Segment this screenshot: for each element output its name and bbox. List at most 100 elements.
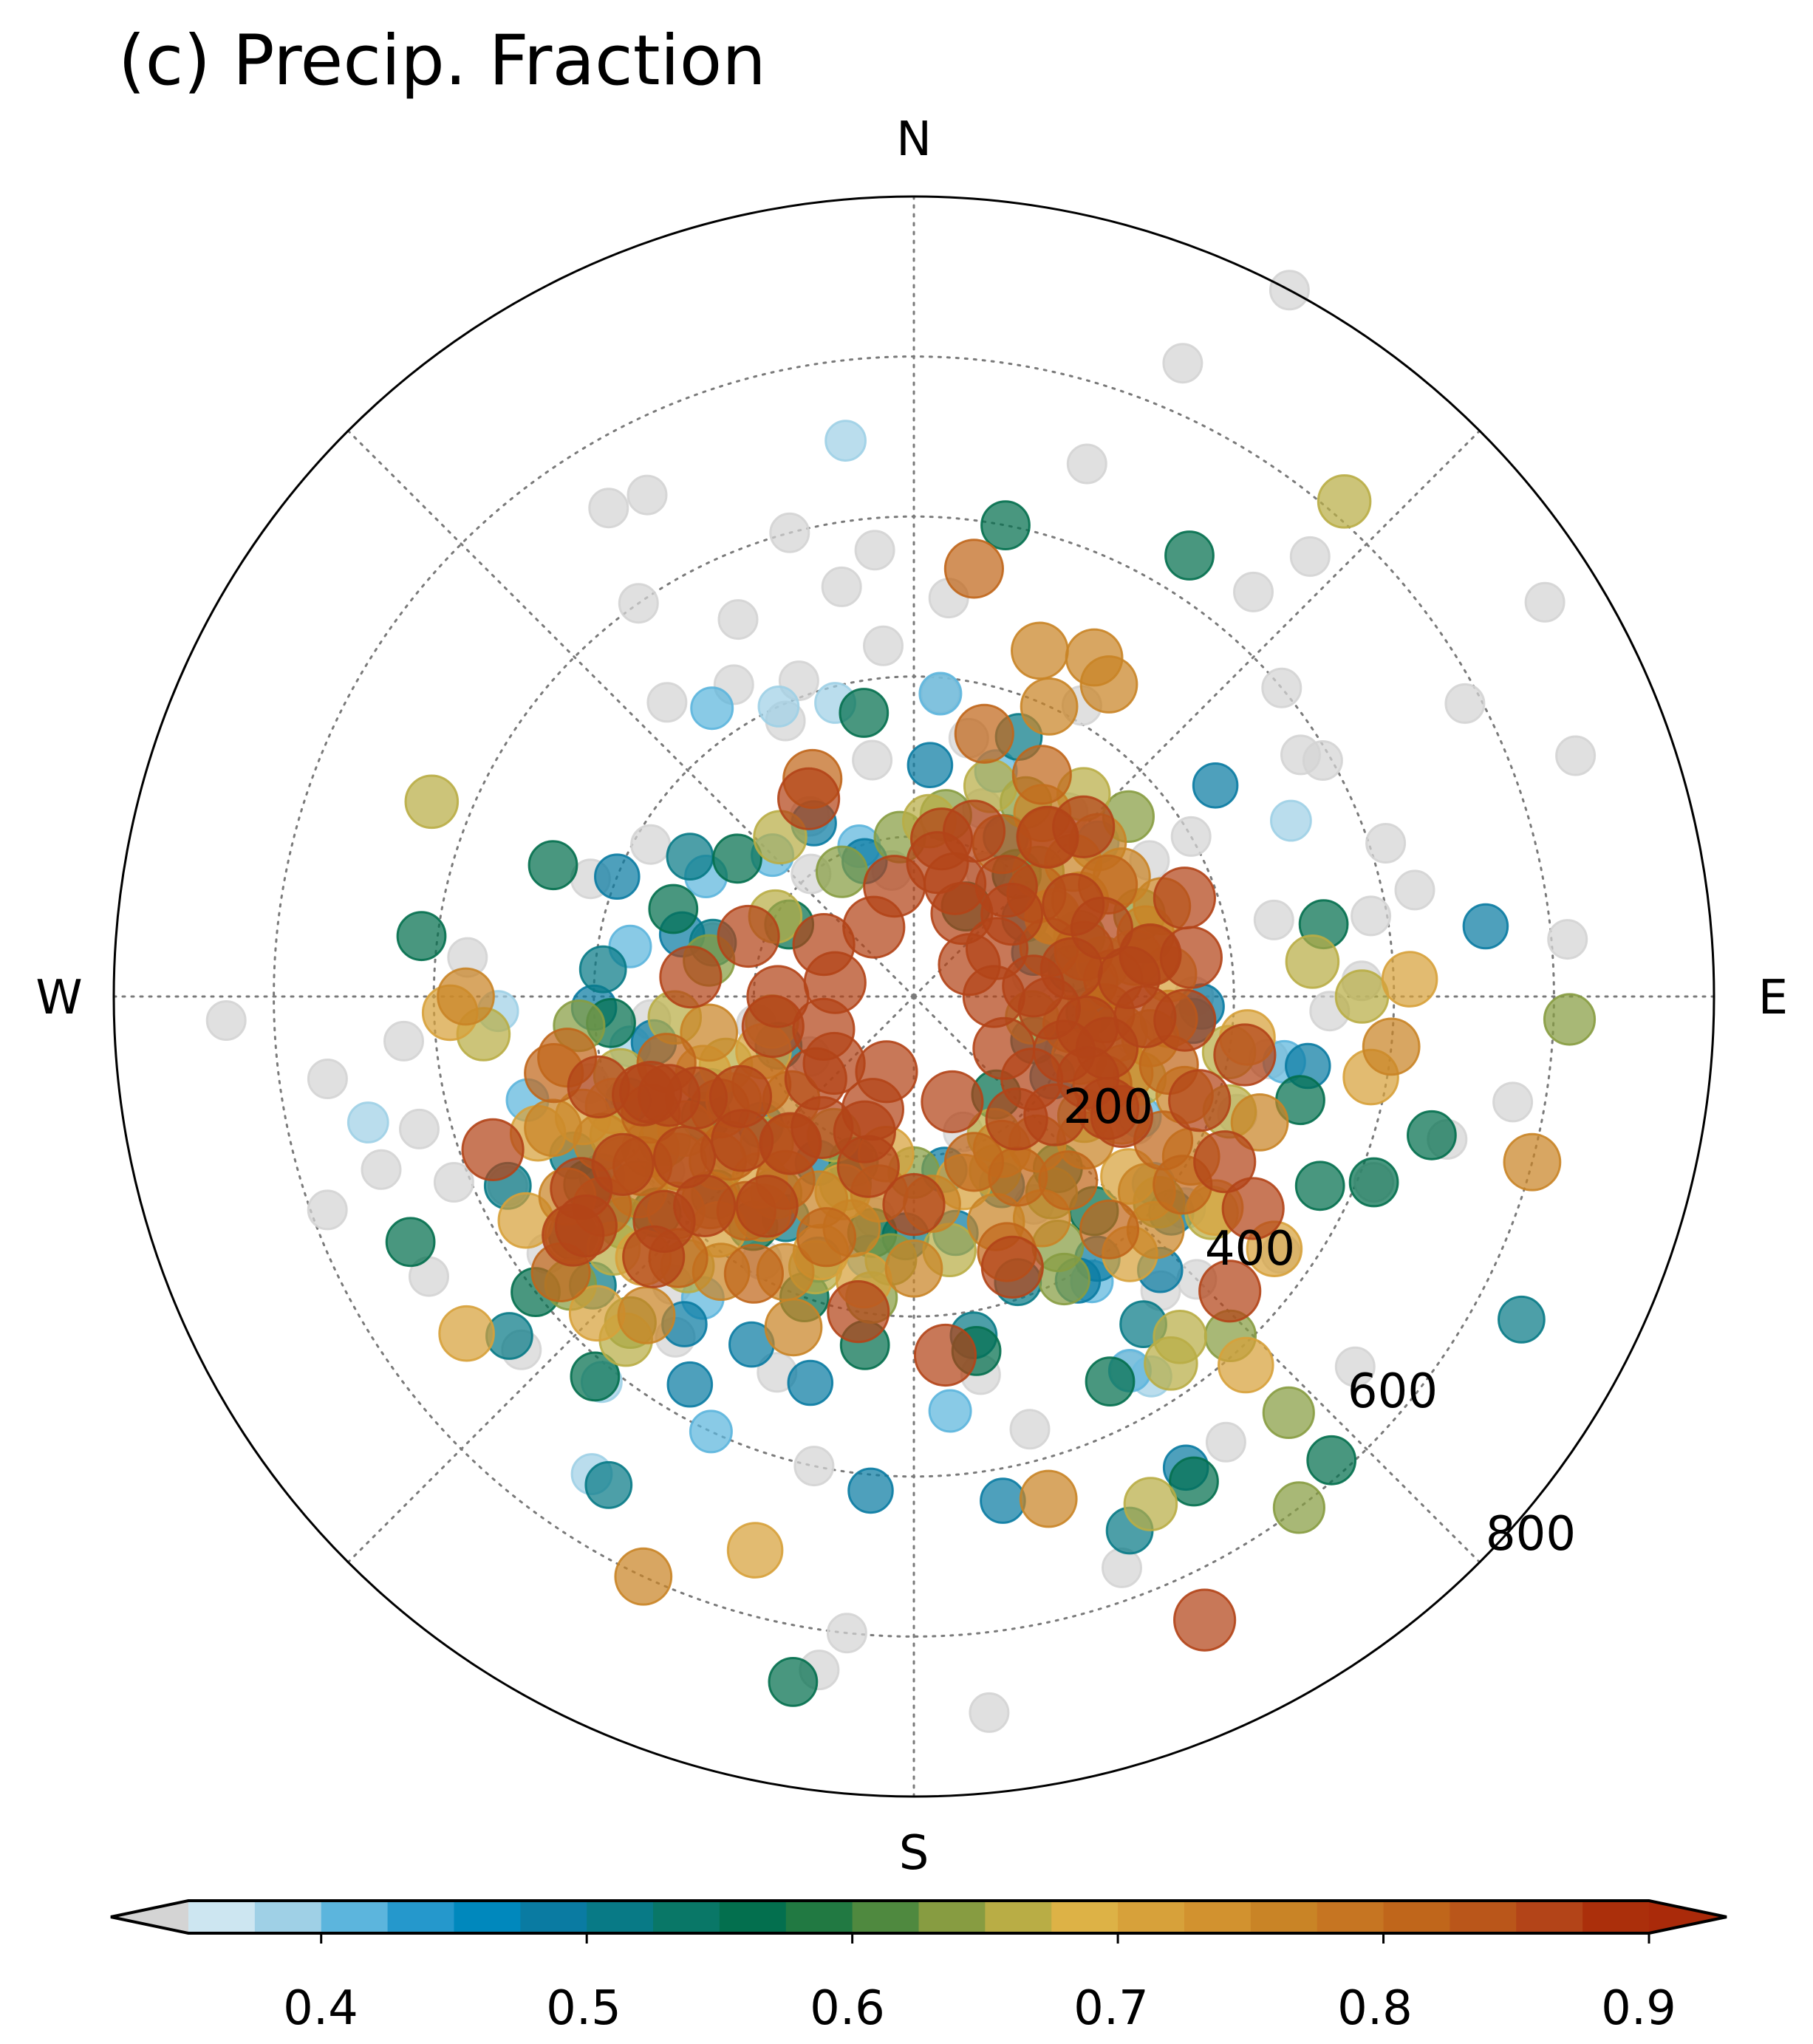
data-point: [709, 1064, 773, 1129]
data-point: [985, 1087, 1048, 1151]
data-point: [1079, 1199, 1140, 1259]
data-point: [824, 420, 867, 462]
data-point: [307, 1059, 348, 1099]
colorbar-extend-low: [111, 1901, 188, 1933]
data-point: [768, 1657, 819, 1707]
scatter-points: [205, 270, 1597, 1733]
colorbar-segment: [852, 1901, 920, 1933]
data-point: [1144, 1336, 1198, 1391]
colorbar-segment: [1317, 1901, 1384, 1933]
data-point: [906, 831, 969, 895]
data-point: [680, 1003, 739, 1062]
data-point: [793, 1446, 835, 1487]
data-point: [1262, 1386, 1315, 1440]
polar-labels: N S E W 200 400 600 800: [35, 112, 1788, 1881]
data-point: [437, 967, 495, 1026]
data-point: [852, 739, 893, 781]
data-point: [1497, 1295, 1546, 1344]
data-point: [913, 1323, 977, 1387]
data-point: [554, 1194, 618, 1258]
data-point: [1547, 919, 1588, 960]
data-point: [796, 1207, 857, 1268]
data-point: [777, 767, 841, 830]
colorbar-segment: [587, 1901, 654, 1933]
colorbar-tick-label: 0.9: [1601, 1981, 1676, 2036]
colorbar-segment: [387, 1901, 455, 1933]
data-point: [673, 1174, 737, 1237]
colorbar-tick-label: 0.7: [1073, 1981, 1149, 2036]
data-point: [622, 1225, 686, 1288]
radial-tick-label: 400: [1205, 1222, 1295, 1276]
data-point: [1280, 734, 1321, 776]
data-point: [1407, 1110, 1457, 1161]
data-point: [1164, 530, 1215, 581]
data-point: [854, 530, 895, 571]
radial-tick-label: 600: [1348, 1364, 1438, 1419]
data-point: [1085, 1356, 1136, 1406]
colorbar-extend-high: [1649, 1901, 1727, 1933]
data-point: [1173, 1588, 1237, 1652]
data-point: [1192, 762, 1239, 809]
data-point: [1272, 1481, 1326, 1534]
data-point: [855, 1040, 918, 1104]
data-point: [943, 539, 1005, 599]
data-point: [1153, 988, 1217, 1052]
data-point: [921, 1070, 984, 1134]
data-point: [712, 833, 762, 884]
data-point: [1543, 993, 1597, 1046]
colorbar-segment: [188, 1901, 256, 1933]
data-point: [1170, 816, 1212, 857]
data-point: [1198, 1259, 1262, 1323]
data-point: [383, 1020, 424, 1062]
data-point: [1162, 343, 1203, 384]
data-point: [1193, 1130, 1257, 1194]
data-point: [1306, 1435, 1357, 1486]
data-point: [1348, 1157, 1399, 1208]
data-point: [769, 512, 810, 553]
data-point: [1011, 745, 1072, 805]
data-point: [1462, 903, 1509, 950]
colorbar-segment: [1516, 1901, 1583, 1933]
data-point: [827, 1280, 890, 1344]
colorbar-segment: [1118, 1901, 1185, 1933]
data-point: [646, 682, 688, 723]
data-point: [461, 1118, 525, 1182]
colorbar-segment: [918, 1901, 986, 1933]
data-point: [735, 1175, 799, 1238]
colorbar-segment: [653, 1901, 720, 1933]
data-point: [1289, 536, 1331, 577]
colorbar-outline: [110, 1899, 1727, 1935]
data-point: [1009, 1409, 1051, 1450]
data-point: [1492, 1081, 1534, 1123]
data-point: [396, 911, 447, 962]
data-point: [1218, 1336, 1274, 1394]
data-point: [1351, 895, 1392, 937]
data-point: [764, 1298, 823, 1357]
data-point: [618, 583, 659, 624]
data-point: [690, 686, 734, 731]
data-point: [1362, 1017, 1421, 1076]
data-point: [1334, 1346, 1376, 1387]
data-point: [307, 1189, 348, 1231]
data-point: [689, 1409, 733, 1454]
colorbar-segment: [321, 1901, 389, 1933]
data-point: [438, 1305, 495, 1362]
data-point: [626, 474, 668, 516]
data-point: [1381, 951, 1438, 1008]
data-point: [787, 1359, 834, 1406]
data-point: [980, 1235, 1044, 1299]
colorbar-segment: [1184, 1901, 1252, 1933]
east-label: E: [1758, 971, 1788, 1025]
data-point: [1123, 1477, 1178, 1531]
data-point: [1066, 443, 1107, 485]
colorbar-segment: [1051, 1901, 1119, 1933]
data-point: [614, 1547, 673, 1606]
radial-tick-label: 800: [1486, 1507, 1576, 1562]
data-point: [726, 1522, 784, 1579]
data-point: [648, 883, 699, 934]
data-point: [928, 1389, 972, 1433]
data-point: [723, 1243, 785, 1304]
data-point: [584, 1460, 633, 1509]
colorbar-tick-label: 0.6: [810, 1981, 885, 2036]
data-point: [842, 895, 906, 959]
